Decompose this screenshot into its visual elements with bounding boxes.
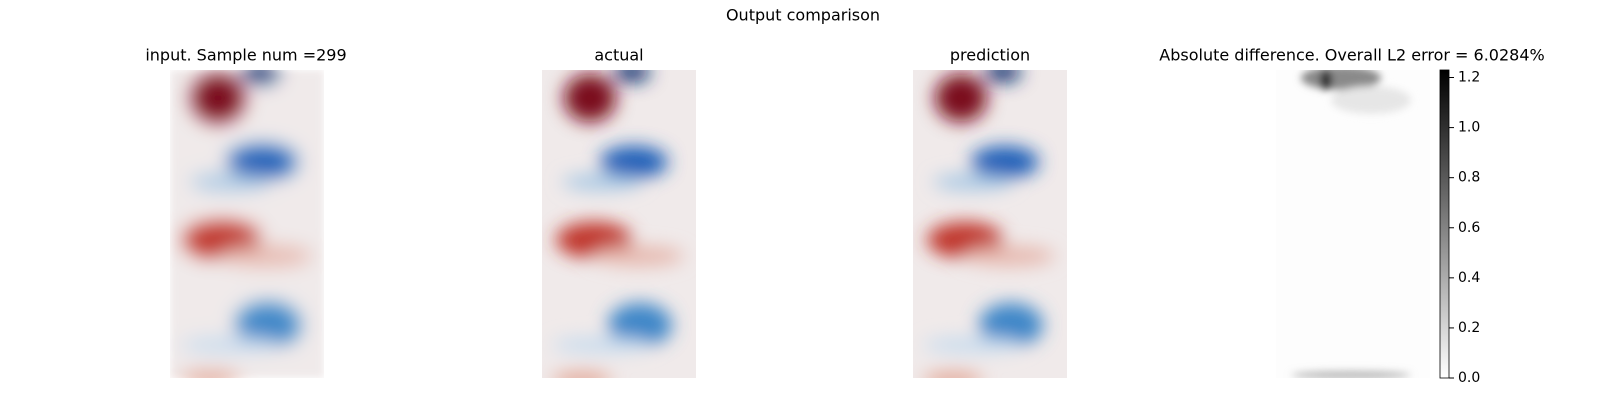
panel-title: actual [594, 46, 643, 65]
panel-title: Absolute difference. Overall L2 error = … [1159, 46, 1544, 65]
colorbar-tick-label: 1.2 [1458, 70, 1480, 86]
colorbar-tick-label: 0.6 [1458, 220, 1480, 236]
colorbar-tick-label: 0.8 [1458, 170, 1480, 186]
actual-image [542, 62, 696, 388]
colorbar-tick-label: 0.2 [1458, 320, 1480, 336]
input-image [170, 62, 324, 388]
colorbar-tick-label: 1.0 [1458, 120, 1480, 136]
figure-title: Output comparison [726, 6, 880, 25]
difference-image [1276, 70, 1430, 378]
colorbar [1439, 69, 1450, 379]
panel-title: prediction [950, 46, 1030, 65]
colorbar-tick-label: 0.0 [1458, 370, 1480, 386]
prediction-image [913, 62, 1067, 388]
panel-title: input. Sample num =299 [145, 46, 346, 65]
colorbar-tick-label: 0.4 [1458, 270, 1480, 286]
